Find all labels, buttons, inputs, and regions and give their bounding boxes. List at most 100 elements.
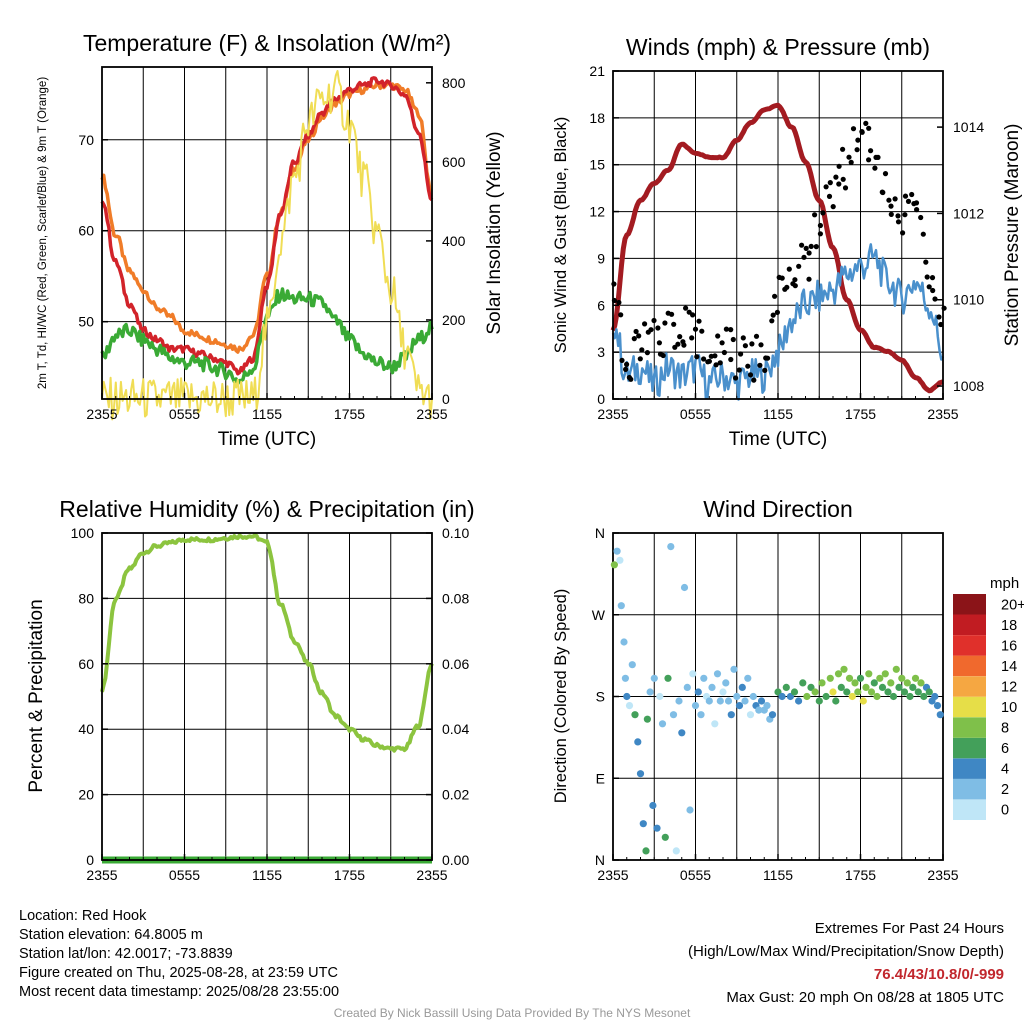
y-axis-label-right: Solar Insolation (Yellow) bbox=[484, 131, 505, 334]
y-tick-label: 60 bbox=[78, 656, 94, 672]
gust-point bbox=[618, 312, 624, 318]
direction-point bbox=[661, 833, 669, 841]
gust-point bbox=[717, 360, 723, 366]
direction-point bbox=[625, 702, 634, 710]
y-tick-label: 6 bbox=[597, 297, 605, 313]
gust-point bbox=[747, 372, 754, 378]
y-tick-label: 12 bbox=[589, 204, 605, 220]
direction-point bbox=[832, 697, 840, 705]
gust-point bbox=[875, 154, 881, 160]
winds-pressure-panel: Winds (mph) & Pressure (mb) 2355 0555 1155 1… bbox=[552, 34, 1023, 450]
gust-point bbox=[842, 185, 849, 191]
direction-point bbox=[895, 683, 903, 692]
direction-point bbox=[680, 583, 689, 592]
direction-point bbox=[691, 702, 700, 710]
direction-point bbox=[689, 670, 697, 678]
gust-point bbox=[758, 342, 764, 348]
x-tick-label: 2355 bbox=[927, 406, 958, 422]
direction-point bbox=[815, 697, 823, 705]
gust-point bbox=[675, 341, 681, 347]
gust-point bbox=[792, 277, 798, 283]
gust-point bbox=[699, 328, 705, 334]
gust-point bbox=[690, 312, 696, 318]
gust-point bbox=[631, 336, 637, 342]
direction-point bbox=[911, 674, 920, 682]
gust-point bbox=[723, 326, 730, 332]
legend-label: 0 bbox=[1001, 803, 1009, 819]
direction-point bbox=[887, 679, 895, 687]
y-right-tick-label: 0 bbox=[442, 391, 450, 407]
y-right-tick-label: 200 bbox=[442, 312, 466, 328]
series-line bbox=[100, 76, 434, 376]
y-tick-label: N bbox=[595, 852, 605, 868]
gust-point bbox=[848, 159, 854, 165]
y-right-tick-label: 0.04 bbox=[442, 721, 469, 737]
credit-line: Created By Nick Bassill Using Data Provi… bbox=[333, 1006, 691, 1020]
gust-point bbox=[905, 198, 912, 204]
humidity-precipitation-panel: Relative Humidity (%) & Precipitation (i… bbox=[26, 496, 475, 883]
y-right-tick-label: 400 bbox=[442, 233, 466, 249]
y-right-tick-label: 0.02 bbox=[442, 787, 469, 803]
direction-point bbox=[711, 720, 719, 728]
gust-point bbox=[808, 243, 814, 249]
direction-point bbox=[898, 674, 906, 682]
gust-point bbox=[888, 211, 894, 217]
series-line bbox=[611, 243, 945, 401]
station-info: Location: Red Hook Station elevation: 64… bbox=[19, 907, 339, 1002]
direction-point bbox=[672, 847, 680, 855]
gust-point bbox=[902, 193, 909, 199]
x-tick-label: 1755 bbox=[845, 867, 876, 883]
direction-point bbox=[840, 665, 848, 673]
legend-label: 2 bbox=[1001, 782, 1009, 798]
gust-point bbox=[792, 283, 798, 289]
direction-point bbox=[620, 638, 628, 646]
gust-point bbox=[836, 163, 842, 169]
gust-point bbox=[757, 362, 763, 368]
y-axis-label-left: 2m T, Td, HI/WC (Red, Green, Scarlet/Blu… bbox=[37, 77, 49, 389]
legend-label: 20+ bbox=[1001, 597, 1024, 613]
gust-point bbox=[677, 334, 683, 340]
gust-point bbox=[801, 254, 807, 260]
gust-point bbox=[694, 354, 700, 360]
gust-point bbox=[863, 120, 869, 126]
direction-point bbox=[643, 715, 652, 723]
direction-point bbox=[936, 711, 944, 719]
direction-point bbox=[822, 692, 830, 701]
series-line bbox=[610, 102, 944, 394]
gust-point bbox=[712, 353, 718, 359]
direction-point bbox=[778, 692, 786, 701]
gust-point bbox=[656, 340, 663, 346]
direction-point bbox=[790, 688, 799, 696]
gust-point bbox=[854, 147, 860, 153]
direction-point bbox=[746, 711, 755, 719]
gust-point bbox=[913, 200, 920, 206]
gust-point bbox=[619, 357, 625, 363]
x-tick-label: 2355 bbox=[597, 867, 628, 883]
gust-point bbox=[817, 231, 824, 237]
direction-point bbox=[829, 688, 837, 696]
series-line bbox=[101, 70, 433, 421]
gust-point bbox=[628, 376, 634, 382]
direction-point bbox=[799, 679, 807, 687]
legend-swatch bbox=[953, 717, 986, 738]
station-latlon: Station lat/lon: 42.0017; -73.8839 bbox=[19, 946, 233, 962]
y-tick-label: 18 bbox=[589, 110, 605, 126]
direction-point bbox=[856, 674, 865, 682]
gust-point bbox=[900, 230, 906, 236]
direction-point bbox=[610, 561, 619, 569]
direction-point bbox=[621, 674, 630, 682]
gust-point bbox=[840, 176, 846, 182]
gust-point bbox=[692, 326, 699, 332]
direction-point bbox=[708, 683, 716, 692]
direction-point bbox=[617, 602, 625, 610]
y-tick-label: N bbox=[595, 525, 605, 541]
x-tick-label: 0555 bbox=[680, 867, 711, 883]
direction-point bbox=[713, 670, 722, 678]
y-tick-label: 3 bbox=[597, 344, 605, 360]
direction-point bbox=[738, 683, 746, 692]
gust-point bbox=[642, 321, 648, 327]
direction-point bbox=[649, 801, 657, 810]
gust-point bbox=[796, 263, 802, 269]
direction-point bbox=[716, 697, 724, 705]
legend-label: 16 bbox=[1001, 638, 1017, 654]
